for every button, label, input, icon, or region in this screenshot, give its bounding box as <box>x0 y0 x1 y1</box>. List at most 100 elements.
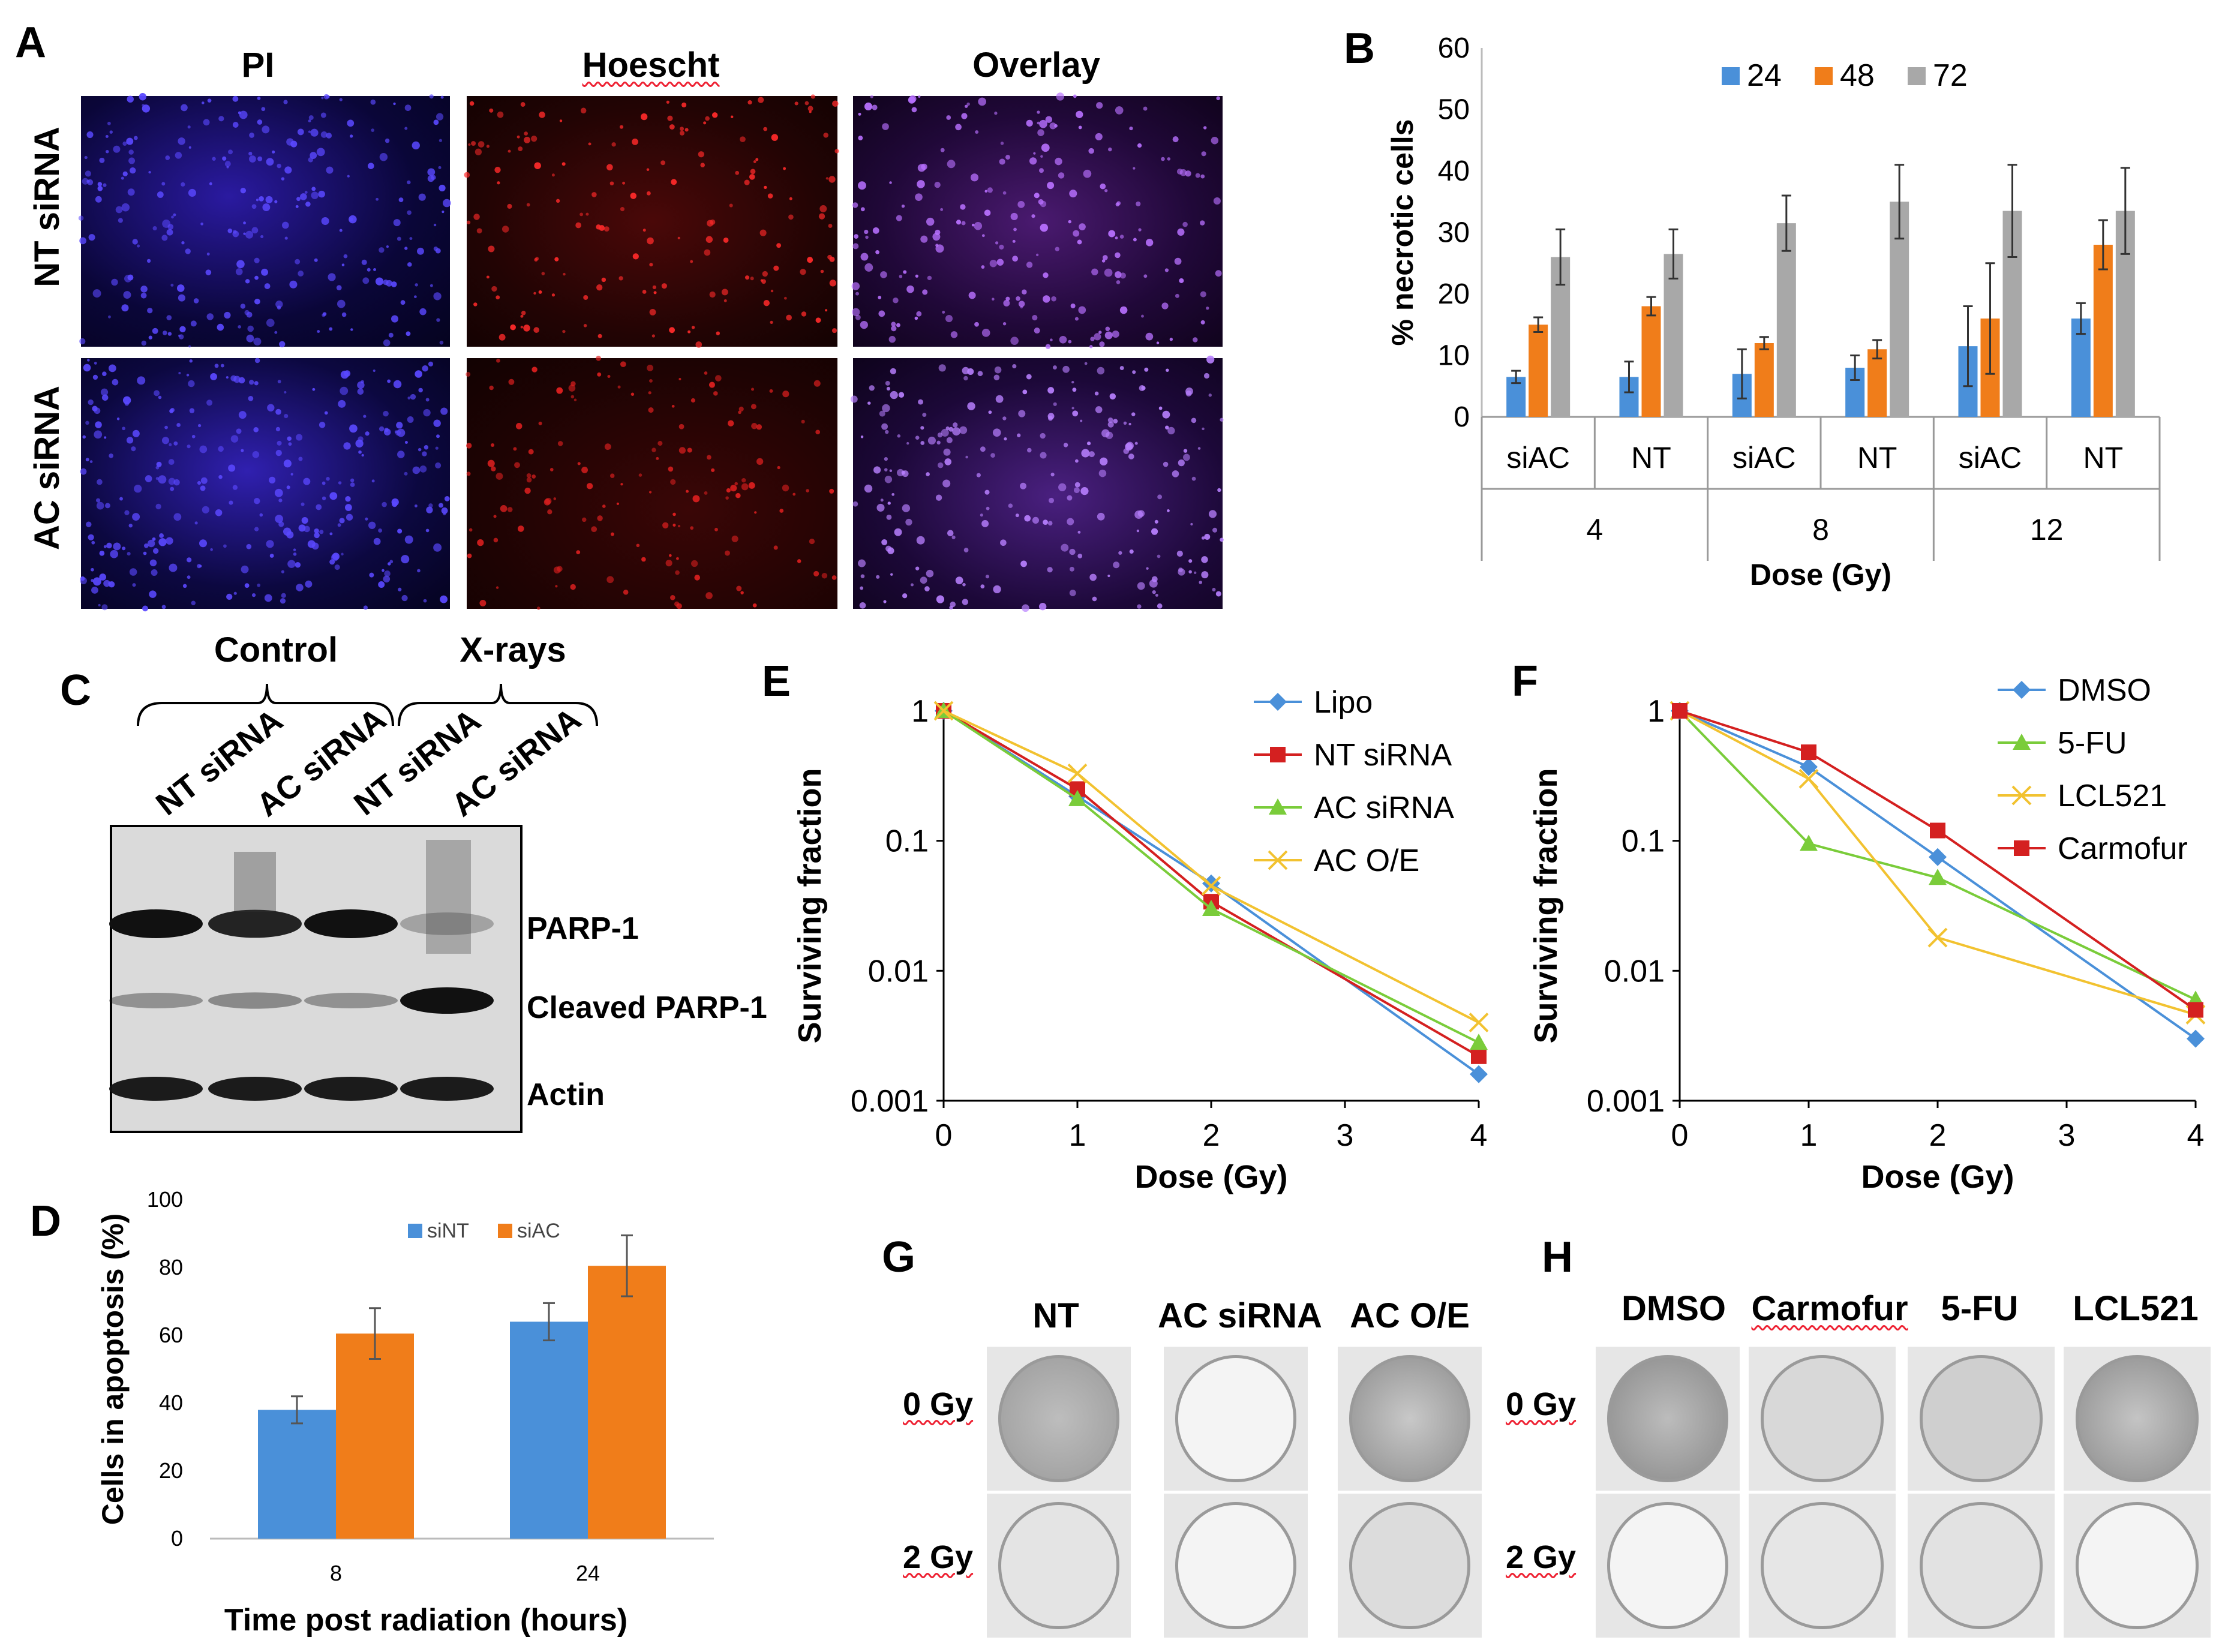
b-ytick-label: 40 <box>1438 155 1470 187</box>
b-ytick-label: 20 <box>1438 278 1470 310</box>
chartE-legend-marker <box>1269 693 1287 711</box>
b-bar-24 <box>2071 319 2091 417</box>
cleaved-parp1-band <box>400 987 494 1014</box>
micrograph-overlay-ac <box>853 358 1223 609</box>
actin-band <box>400 1077 494 1101</box>
panel-label-d: D <box>30 1197 61 1245</box>
chartF-line-Carmofur <box>1679 710 2197 1011</box>
chartF-xtick-label: 4 <box>2187 1118 2205 1153</box>
chartE-ytick-label: 0.01 <box>868 954 929 989</box>
band-label-parp1: PARP-1 <box>527 911 639 946</box>
h-col-carmofur: Carmofur <box>1740 1288 1920 1329</box>
chartE-line-AC siRNA <box>942 710 1479 1044</box>
b-ytick-label: 30 <box>1438 217 1470 249</box>
b-group-label: 8 <box>1812 513 1829 546</box>
b-bar-72 <box>1776 223 1796 417</box>
d-ytick-label: 40 <box>159 1390 183 1415</box>
chartE-ytick-label: 0.001 <box>851 1084 929 1119</box>
b-legend-label: 48 <box>1840 58 1875 93</box>
chartE-line-NT siRNA <box>942 710 1480 1058</box>
parp1-band <box>109 909 203 938</box>
colony-plate-acoe-0gy <box>1338 1347 1482 1491</box>
chartE-point-AC O/E <box>1469 1013 1489 1032</box>
chartE-ytick-label: 1 <box>911 694 929 729</box>
chartE-legend-label: AC O/E <box>1314 843 1419 878</box>
b-ytick-label: 50 <box>1438 94 1470 126</box>
b-ytick-label: 10 <box>1438 340 1470 372</box>
b-category-label: NT <box>1857 441 1897 474</box>
group-label-xrays: X-rays <box>460 630 566 669</box>
b-category-label: siAC <box>1959 441 2022 474</box>
d-bar-siAC <box>588 1266 666 1539</box>
b-ylabel: % necrotic cells <box>1386 119 1419 346</box>
smear <box>426 840 471 954</box>
colony-plate-dmso-2gy <box>1596 1494 1740 1638</box>
chartE-legend-marker <box>1269 798 1287 815</box>
chartF-ytick-label: 1 <box>1647 694 1665 729</box>
chartF-point-DMSO <box>1929 848 1947 866</box>
chartF-point-5-FU <box>1929 869 1947 885</box>
chartF-legend-marker <box>2014 840 2029 856</box>
colony-plate-acoe-2gy <box>1338 1494 1482 1638</box>
colony-plate-dmso-0gy <box>1596 1347 1740 1491</box>
chartE-ylabel: Surviving fraction <box>792 768 828 1043</box>
micrograph-pi-ac <box>81 358 450 609</box>
chartE-xtick-label: 3 <box>1337 1118 1354 1153</box>
d-legend-swatch <box>498 1224 512 1238</box>
panel-label-e: E <box>762 657 791 705</box>
micrograph-pi-nt <box>81 96 450 347</box>
chartE-legend-marker <box>1270 747 1286 762</box>
chartF-line-LCL521 <box>1679 710 2196 1016</box>
chartF-line-5-FU <box>1678 710 2196 1001</box>
colony-plate-carmofur-0gy <box>1749 1347 1896 1491</box>
h-col-dmso: DMSO <box>1622 1289 1726 1328</box>
chartF-xlabel: Dose (Gy) <box>1861 1159 2014 1195</box>
panel-label-f: F <box>1512 657 1538 705</box>
chartE-xtick-label: 2 <box>1203 1118 1220 1153</box>
chartF-point-LCL521 <box>1798 768 1819 789</box>
d-xlabel: Time post radiation (hours) <box>224 1603 627 1638</box>
g-row-0gy: 0 Gy <box>903 1386 973 1423</box>
b-bar-48 <box>1867 349 1887 417</box>
d-legend-label: siAC <box>517 1220 560 1242</box>
colony-plate-5fu-2gy <box>1908 1494 2055 1638</box>
b-xlabel: Dose (Gy) <box>1750 558 1891 591</box>
chartE-xtick-label: 0 <box>935 1118 953 1153</box>
d-legend-label: siNT <box>427 1220 469 1242</box>
g-col-ac-sirna: AC siRNA <box>1158 1296 1322 1335</box>
chartE-point-AC siRNA <box>1068 789 1086 806</box>
col-header-pi: PI <box>241 46 275 85</box>
chartF-legend-label: Carmofur <box>2058 831 2188 866</box>
band-label-actin: Actin <box>527 1077 605 1112</box>
parp1-band <box>304 909 398 938</box>
chartF-ytick-label: 0.001 <box>1587 1084 1665 1119</box>
d-xtick-label: 24 <box>576 1561 600 1585</box>
chartE-xtick-label: 1 <box>1069 1118 1086 1153</box>
colony-plate-5fu-0gy <box>1908 1347 2055 1491</box>
cleaved-parp1-band <box>109 993 203 1008</box>
bracket-xrays <box>398 683 598 726</box>
b-ytick-label: 60 <box>1438 32 1470 64</box>
cleaved-parp1-band <box>304 993 398 1008</box>
parp1-band <box>400 912 494 935</box>
panel-label-h: H <box>1542 1233 1573 1281</box>
b-category-label: siAC <box>1732 441 1796 474</box>
panel-label-a: A <box>15 19 46 67</box>
chartE-legend-marker <box>1268 850 1288 870</box>
western-blot-parp <box>110 825 523 1058</box>
chartF-ylabel: Surviving fraction <box>1528 768 1564 1043</box>
chartF-line-DMSO <box>1679 710 2197 1040</box>
chartE-legend-label: NT siRNA <box>1314 738 1452 773</box>
b-category-label: NT <box>2083 441 2124 474</box>
d-xtick-label: 8 <box>330 1561 342 1585</box>
band-label-cleaved-parp1: Cleaved PARP-1 <box>527 990 767 1025</box>
g-row-2gy: 2 Gy <box>903 1539 973 1576</box>
col-header-overlay: Overlay <box>972 46 1100 85</box>
chartF-point-DMSO <box>2187 1029 2205 1048</box>
col-header-hoescht-text: Hoescht <box>582 46 720 85</box>
h-row-0gy: 0 Gy <box>1506 1386 1576 1423</box>
chartF-legend-marker <box>2013 681 2031 699</box>
chartF-xtick-label: 1 <box>1800 1118 1818 1153</box>
